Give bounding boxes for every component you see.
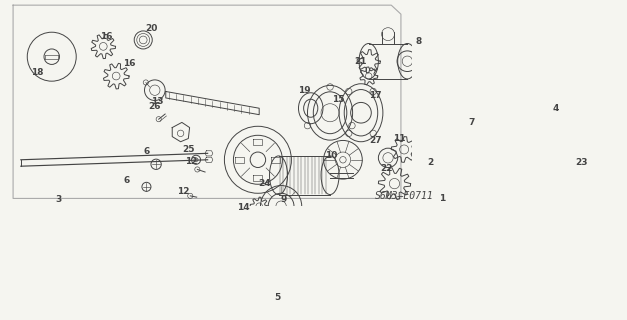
Text: 11: 11 [393,134,406,143]
Text: 3: 3 [55,195,61,204]
Text: 27: 27 [369,136,381,145]
Text: 4: 4 [552,104,559,113]
Text: 6: 6 [124,176,130,185]
Text: 2: 2 [428,158,434,167]
Text: 25: 25 [182,145,194,154]
Text: 12: 12 [177,188,189,196]
Text: 7: 7 [468,118,475,127]
Text: 17: 17 [369,91,381,100]
Text: 26: 26 [149,102,161,111]
Text: 18: 18 [31,68,44,77]
Text: 24: 24 [258,179,271,188]
Text: 14: 14 [237,203,250,212]
Text: 16: 16 [123,59,135,68]
Text: 9: 9 [280,195,287,204]
Text: 5: 5 [274,293,280,302]
Text: 20: 20 [145,25,157,34]
Text: S6M3–E0711: S6M3–E0711 [375,191,434,202]
Text: 8: 8 [416,37,422,46]
Text: 23: 23 [575,158,587,167]
Text: 1: 1 [439,194,445,203]
Text: 15: 15 [332,95,344,104]
Text: 16: 16 [100,32,112,41]
Text: 22: 22 [381,164,393,173]
Text: 21: 21 [355,57,367,66]
Text: 6: 6 [144,147,150,156]
Text: 19: 19 [298,86,310,95]
Text: 13: 13 [151,97,164,106]
Text: 12: 12 [186,156,198,165]
Text: 10: 10 [325,151,337,160]
